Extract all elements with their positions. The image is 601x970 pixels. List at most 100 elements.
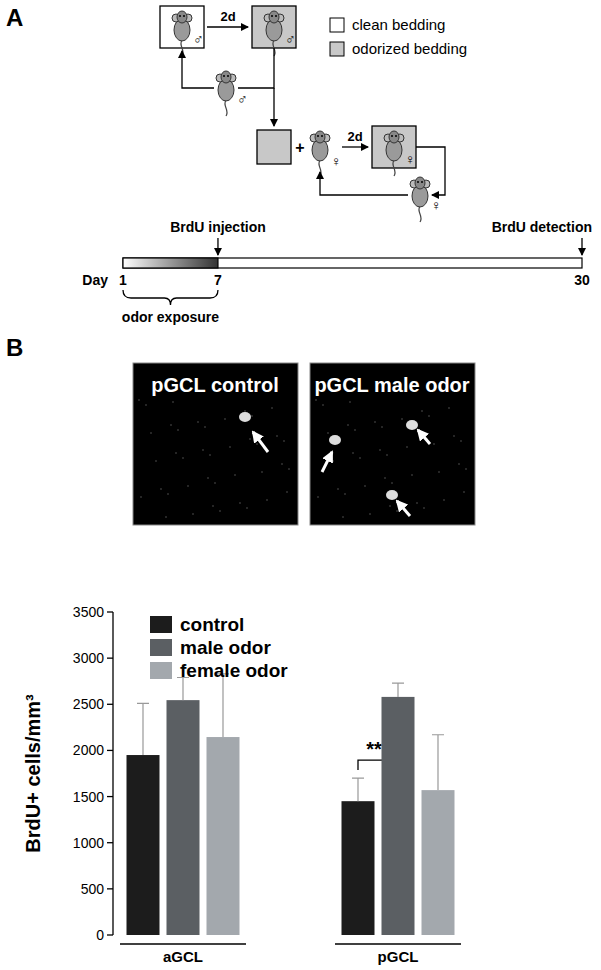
speckle: [150, 432, 152, 434]
speckle: [423, 507, 425, 509]
image-title: pGCL male odor: [314, 374, 469, 396]
exposure-bar: [123, 258, 218, 268]
y-tick-label: 2000: [73, 742, 104, 758]
error-bar: [352, 778, 364, 801]
speckle: [460, 440, 462, 442]
head: [269, 11, 279, 23]
speckle: [140, 496, 142, 498]
mouse-icon: [384, 131, 404, 176]
speckle: [219, 510, 221, 512]
tail: [393, 160, 395, 176]
y-tick-label: 3500: [73, 604, 104, 620]
sex-symbol: ♀: [431, 197, 442, 213]
speckle: [416, 502, 418, 504]
plot-area: [127, 674, 455, 935]
plus: +: [295, 139, 304, 156]
group-underline: [335, 943, 461, 944]
pointer-arrow: [418, 430, 430, 444]
head: [315, 131, 325, 143]
speckle: [207, 477, 209, 479]
sex-symbol: ♀: [331, 153, 342, 169]
eye: [317, 135, 319, 137]
arrow: [207, 26, 248, 27]
y-tick: [107, 657, 113, 658]
speckle: [458, 463, 460, 465]
labeled-cell: [329, 435, 341, 445]
mouse-icon: [310, 131, 330, 176]
speckle: [192, 513, 194, 515]
y-tick: [107, 704, 113, 705]
speckle: [354, 429, 356, 431]
speckle: [261, 471, 263, 473]
eye: [271, 15, 273, 17]
arrow: [182, 51, 214, 88]
speckle: [229, 446, 231, 448]
legend-label: odorized bedding: [352, 40, 467, 57]
y-tick: [107, 934, 113, 935]
error-bar: [137, 703, 149, 755]
legend-label: male odor: [180, 637, 271, 658]
group-underline: [120, 943, 246, 944]
y-tick-label: 3000: [73, 650, 104, 666]
cage-odorized: [252, 6, 296, 48]
speckle: [428, 415, 430, 417]
speckle: [212, 505, 214, 507]
speckle: [246, 507, 248, 509]
bar: [422, 790, 455, 935]
figure: A♂2d♂clean beddingodorized bedding♂+♀2d♀…: [0, 0, 601, 970]
arrow: [320, 172, 408, 195]
exposure-label: odor exposure: [122, 309, 219, 325]
arrow: [342, 146, 368, 147]
pointer-arrow: [322, 452, 332, 472]
legend-swatch: [330, 18, 344, 32]
mouse-icon: [172, 11, 192, 56]
y-tick: [107, 611, 113, 612]
speckle: [443, 499, 445, 501]
speckle: [160, 488, 162, 490]
speckle: [182, 457, 184, 459]
sex-symbol: ♂: [285, 31, 296, 47]
mouse-icon: [410, 177, 430, 222]
speckle: [244, 410, 246, 412]
speckle: [327, 432, 329, 434]
speckle: [138, 399, 140, 401]
speckle: [463, 491, 465, 493]
speckle: [175, 452, 177, 454]
x-tick-label: pGCL: [378, 948, 419, 965]
eye: [183, 15, 185, 17]
speckle: [286, 491, 288, 493]
speckle: [224, 418, 226, 420]
x-tick-label: aGCL: [163, 948, 203, 965]
speckle: [342, 516, 344, 518]
y-tick-label: 1500: [73, 789, 104, 805]
speckle: [177, 429, 179, 431]
y-tick: [107, 750, 113, 751]
speckle: [214, 482, 216, 484]
bar: [207, 737, 240, 935]
speckle: [381, 426, 383, 428]
speckle: [249, 438, 251, 440]
speckle: [172, 401, 174, 403]
labeled-cell: [406, 420, 418, 430]
bar: [342, 801, 375, 935]
speckle: [251, 415, 253, 417]
bar: [167, 700, 200, 935]
eye: [227, 75, 229, 77]
event-arrow: [581, 238, 582, 255]
speckle: [239, 502, 241, 504]
y-tick-label: 500: [81, 881, 105, 897]
timeline-bar: [123, 258, 582, 268]
cage-odorized: [257, 130, 291, 164]
speckle: [465, 468, 467, 470]
tail: [225, 100, 227, 116]
brace: [123, 290, 218, 305]
legend-label: female odor: [180, 660, 288, 681]
cage-odorized: [372, 126, 416, 168]
speckle: [283, 440, 285, 442]
eye: [179, 15, 181, 17]
speckle: [453, 435, 455, 437]
speckle: [165, 516, 167, 518]
cage-clean: [160, 6, 204, 48]
error-bar: [432, 735, 444, 790]
day-label: 7: [214, 272, 222, 288]
